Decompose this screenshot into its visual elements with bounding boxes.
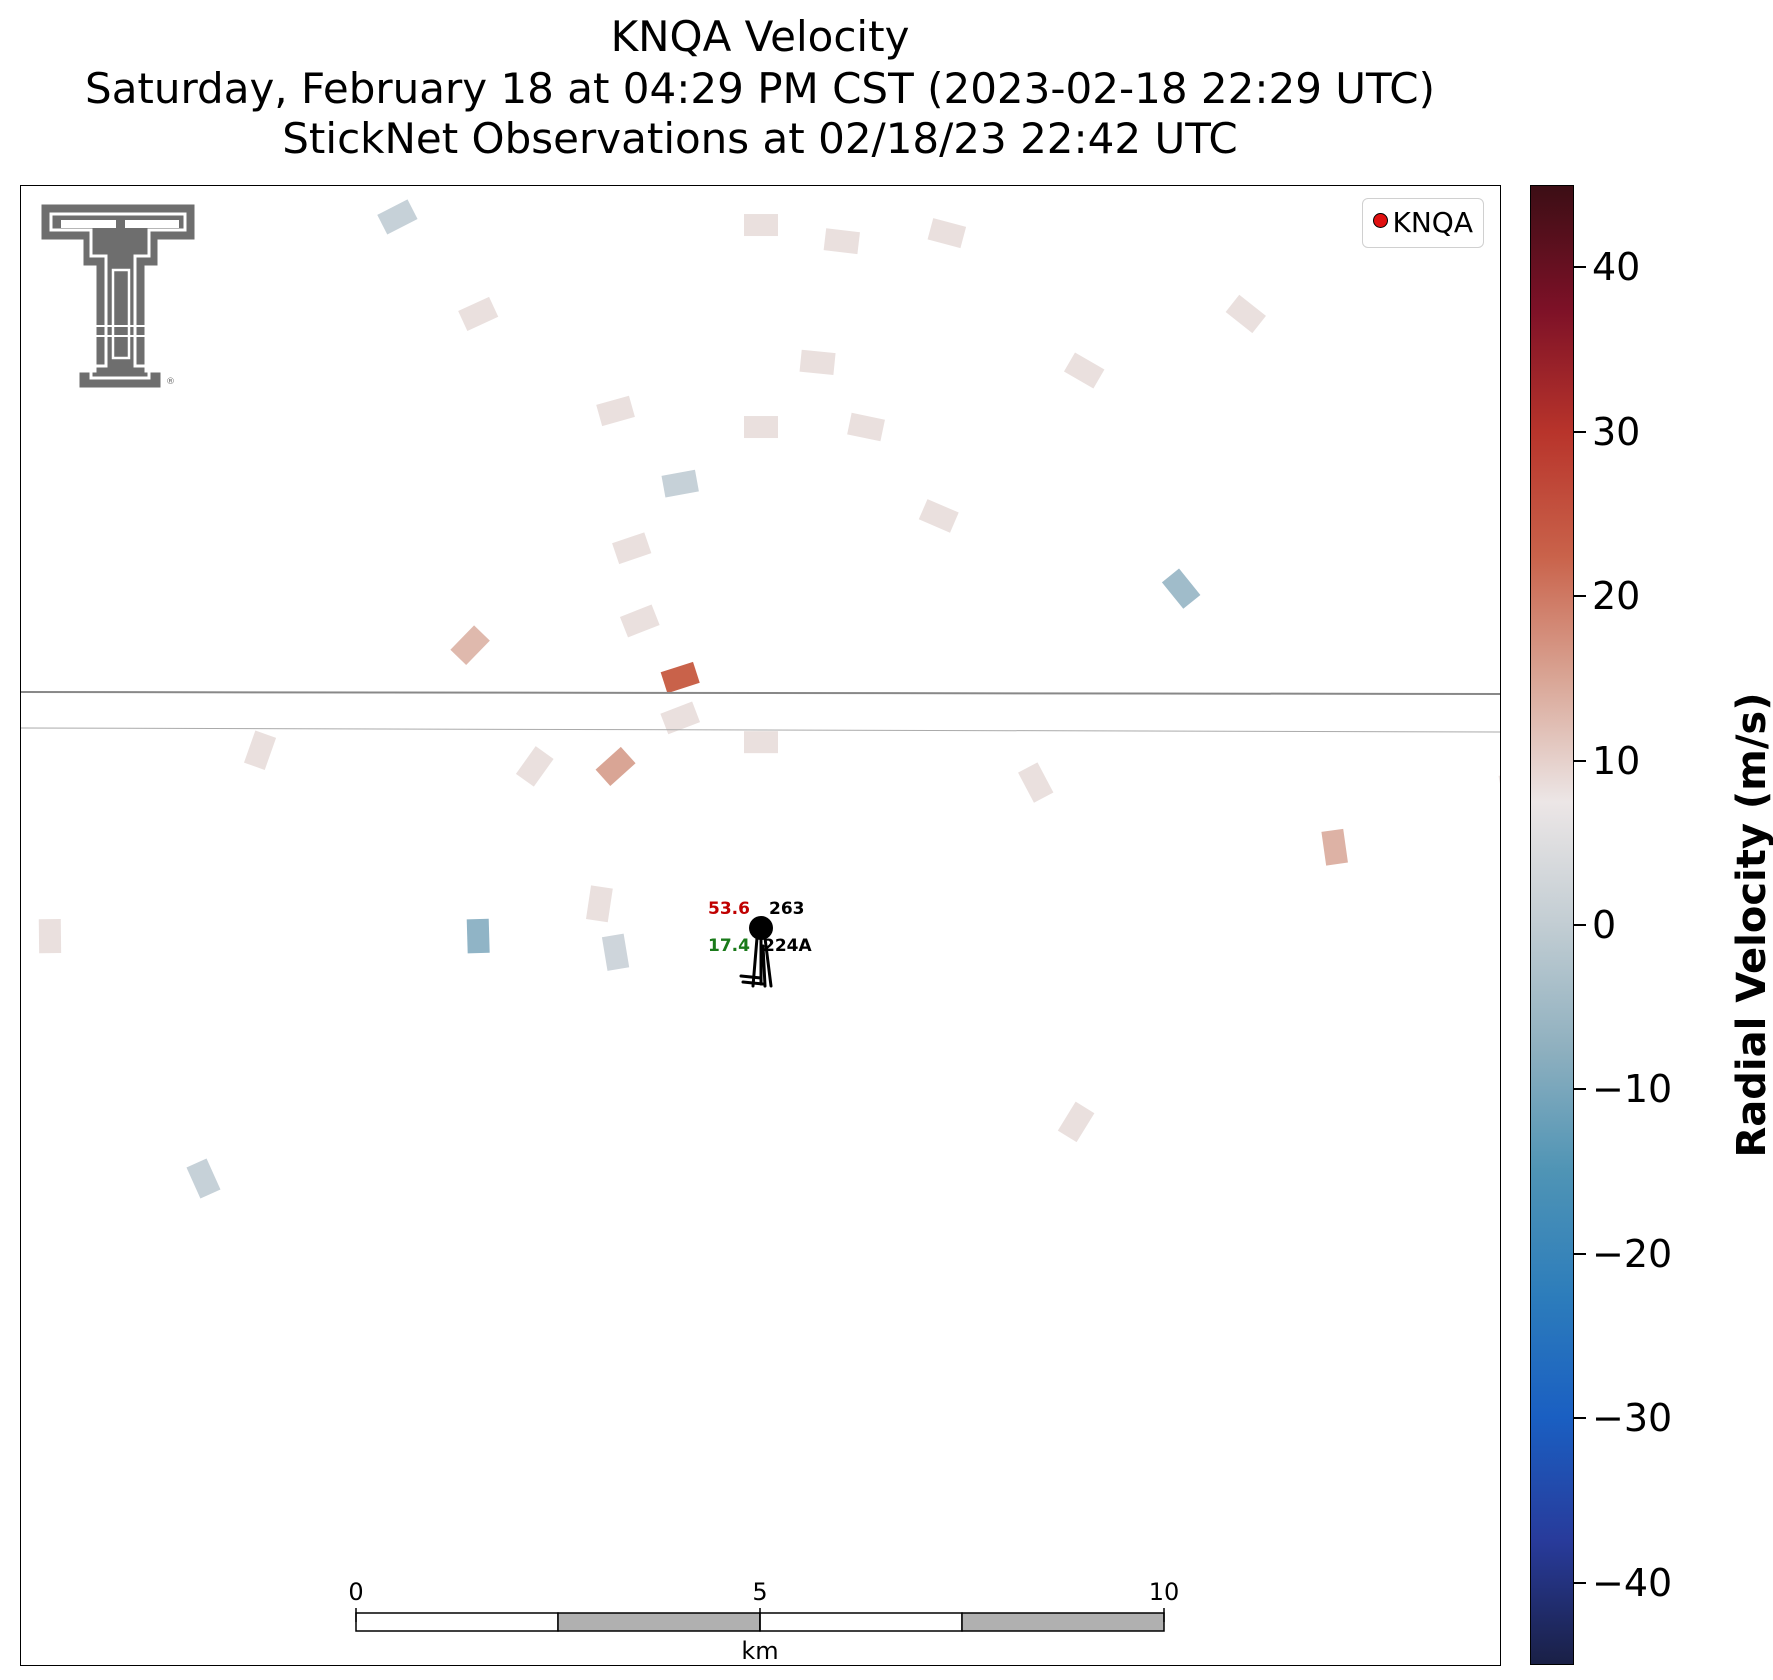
echo-nw-corner [377,199,418,235]
colorbar-tick [1574,1417,1586,1420]
echo-mid-6 [595,746,636,786]
echo-far-west [38,918,62,954]
echo-south-1 [1057,1101,1095,1143]
colorbar-title: Radial Velocity (m/s) [1729,692,1773,1158]
colorbar-tick [1574,759,1586,762]
colorbar-tick [1574,266,1586,269]
colorbar-tick-label: −40 [1592,1560,1673,1605]
echo-mid-7 [515,746,554,787]
colorbar-tick [1574,430,1586,433]
echo-north-9 [744,416,778,439]
colorbar-tick-label: −30 [1592,1396,1673,1441]
radar-map-canvas: ® 53.6 263 17.4 224A 0 [21,199,1500,1665]
colorbar-tick [1574,595,1586,598]
scale-bar-segment [557,1612,761,1632]
station-id-label: 224A [763,936,812,956]
echo-north-2 [823,228,860,255]
title-line-1: KNQA Velocity [610,12,910,61]
colorbar-gradient [1530,185,1574,1665]
colorbar-tick-label: 0 [1592,903,1617,947]
echo-north-5 [1063,352,1105,389]
scale-bar-segment [355,1612,559,1632]
echo-north-6 [799,349,836,376]
colorbar-tick-label: 20 [1592,574,1641,619]
colorbar-tick-label: 10 [1592,738,1641,783]
echo-north-13 [612,532,652,565]
sticknet-station-224A[interactable]: 53.6 263 17.4 224A [708,899,812,988]
road-line [21,727,1500,733]
echo-sw-1 [186,1158,221,1199]
colorbar-tick-label: −20 [1592,1231,1673,1276]
radar-map[interactable]: ® 53.6 263 17.4 224A 0 [20,185,1501,1666]
wind-barb-icon [739,926,773,988]
colorbar-tick [1574,1581,1586,1584]
echo-mid-11 [243,730,277,770]
red-dot-icon [1372,213,1388,228]
scale-bar-label-10: 10 [1149,1578,1180,1606]
echo-north-3 [927,218,967,249]
echo-north-1 [744,214,778,237]
colorbar-tick-label: 30 [1592,409,1641,454]
echo-west-1 [466,918,490,954]
echo-west-2 [585,885,613,923]
echo-north-11 [661,469,699,498]
echo-mid-5 [744,731,778,754]
echo-mid-8 [1018,762,1054,803]
scale-bar-label-0: 0 [348,1578,363,1606]
colorbar-tick [1574,924,1586,926]
scale-bar-unit: km [741,1637,778,1665]
echo-mid-3 [660,661,700,694]
echo-north-10 [847,412,885,442]
station-temperature: 53.6 [708,899,750,919]
station-dewpoint: 17.4 [708,936,750,956]
map-legend: KNQA [1361,198,1484,248]
scale-bar-segment [759,1612,963,1632]
echo-north-7 [458,296,499,332]
echo-north-8 [596,395,635,427]
svg-text:®: ® [166,377,175,387]
legend-label-knqa: KNQA [1392,206,1474,239]
echo-mid-1 [1161,568,1201,609]
scale-bar-label-5: 5 [752,1578,767,1606]
echo-north-14 [619,604,660,638]
colorbar-tick-label: 40 [1592,245,1641,290]
title-line-3: StickNet Observations at 02/18/23 22:42 … [282,114,1238,163]
echo-mid-10 [1321,828,1348,866]
colorbar-tick-label: −10 [1592,1067,1673,1112]
velocity-echo-layer [38,199,1500,1199]
echo-west-3 [601,933,630,971]
echo-mid-9 [1498,771,1500,810]
echo-north-4 [1225,294,1266,334]
county-border-line [21,691,1500,695]
texas-tech-double-t-logo-icon: ® [41,204,195,388]
echo-north-12 [918,499,959,533]
station-wind-direction: 263 [769,899,805,919]
scale-bar: 0 5 10 km [348,1578,1179,1665]
echo-mid-4 [660,701,701,735]
colorbar-tick [1574,1088,1586,1091]
echo-mid-2 [450,625,490,666]
scale-bar-segment [961,1612,1165,1632]
colorbar-tick [1574,1252,1586,1255]
title-line-2: Saturday, February 18 at 04:29 PM CST (2… [85,64,1435,113]
